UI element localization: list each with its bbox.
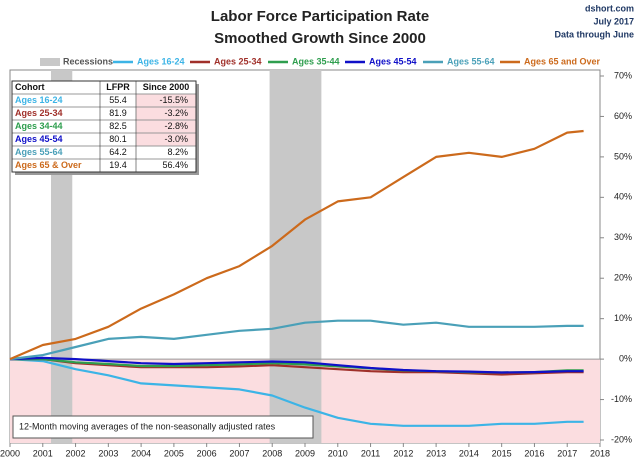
y-tick-label: 50% <box>614 151 632 161</box>
table-cell-bg <box>136 133 196 146</box>
table-cell: -2.8% <box>164 121 188 131</box>
legend-label: Ages 16-24 <box>137 56 185 66</box>
table-header: LFPR <box>106 82 130 92</box>
table-cell: Ages 16-24 <box>15 95 63 105</box>
table-cell: 64.2 <box>109 147 127 157</box>
table-cell: -3.0% <box>164 134 188 144</box>
table-cell-bg <box>136 94 196 107</box>
note: 12-Month moving averages of the non-seas… <box>19 421 276 431</box>
legend-label: Recessions <box>63 56 113 66</box>
table-cell: Ages 45-54 <box>15 134 63 144</box>
table-cell: Ages 34-44 <box>15 121 63 131</box>
y-tick-label: 70% <box>614 70 632 80</box>
note-box <box>12 415 314 439</box>
x-tick-label: 2007 <box>229 448 249 458</box>
x-tick-label: 2015 <box>492 448 512 458</box>
y-tick-label: -20% <box>611 434 632 444</box>
x-tick-label: 2003 <box>98 448 118 458</box>
x-tick-label: 2011 <box>361 448 380 458</box>
x-tick-label: 2012 <box>393 448 413 458</box>
x-tick-label: 2004 <box>131 448 151 458</box>
table-cell: 8.2% <box>167 147 188 157</box>
series-line <box>10 358 584 376</box>
series-line <box>9 129 584 361</box>
y-tick-label: 10% <box>614 313 632 323</box>
recession-band <box>269 70 322 443</box>
legend-label: Ages 45-54 <box>369 56 417 66</box>
x-tick-label: 2013 <box>426 448 446 458</box>
x-tick-label: 2008 <box>262 448 282 458</box>
table-cell: 82.5 <box>109 121 127 131</box>
data-note: Data through June <box>554 29 634 39</box>
x-tick-label: 2018 <box>590 448 610 458</box>
source: dshort.com <box>585 3 634 13</box>
table-cell: -3.2% <box>164 108 188 118</box>
chart-title: Labor Force Participation Rate <box>211 8 429 25</box>
series-line <box>9 356 584 374</box>
x-tick-label: 2009 <box>295 448 315 458</box>
x-tick-label: 2016 <box>524 448 544 458</box>
table-cell: 19.4 <box>109 160 127 170</box>
table-header: Since 2000 <box>143 82 190 92</box>
x-tick-label: 2014 <box>459 448 479 458</box>
x-tick-label: 2001 <box>33 448 53 458</box>
legend-label: Ages 55-64 <box>447 56 495 66</box>
table-cell: -15.5% <box>159 95 188 105</box>
table-cell: Ages 55-64 <box>15 147 63 157</box>
x-tick-label: 2002 <box>66 448 86 458</box>
y-tick-label: 30% <box>614 232 632 242</box>
table-cell: Ages 25-34 <box>15 108 63 118</box>
date: July 2017 <box>593 16 634 26</box>
legend-label: Ages 65 and Over <box>524 56 601 66</box>
table-cell: 81.9 <box>109 108 127 118</box>
x-tick-label: 2005 <box>164 448 184 458</box>
table-cell-bg <box>136 120 196 133</box>
legend-swatch <box>40 58 60 66</box>
series-line <box>9 319 584 361</box>
y-tick-label: -10% <box>611 394 632 404</box>
y-tick-label: 60% <box>614 111 632 121</box>
table-header: Cohort <box>15 82 45 92</box>
x-tick-label: 2000 <box>0 448 20 458</box>
y-tick-label: 20% <box>614 273 632 283</box>
x-tick-label: 2017 <box>557 448 577 458</box>
legend-label: Ages 25-34 <box>214 56 262 66</box>
legend-label: Ages 35-44 <box>292 56 340 66</box>
series-line <box>9 358 584 427</box>
table-cell: 55.4 <box>109 95 127 105</box>
table-cell-bg <box>136 107 196 120</box>
x-tick-label: 2010 <box>328 448 348 458</box>
y-tick-label: 40% <box>614 192 632 202</box>
y-tick-label: 0% <box>619 353 632 363</box>
table-cell: 56.4% <box>162 160 188 170</box>
chart-subtitle: Smoothed Growth Since 2000 <box>214 30 426 47</box>
table-cell: 80.1 <box>109 134 127 144</box>
table-cell: Ages 65 & Over <box>15 160 82 170</box>
x-tick-label: 2006 <box>197 448 217 458</box>
